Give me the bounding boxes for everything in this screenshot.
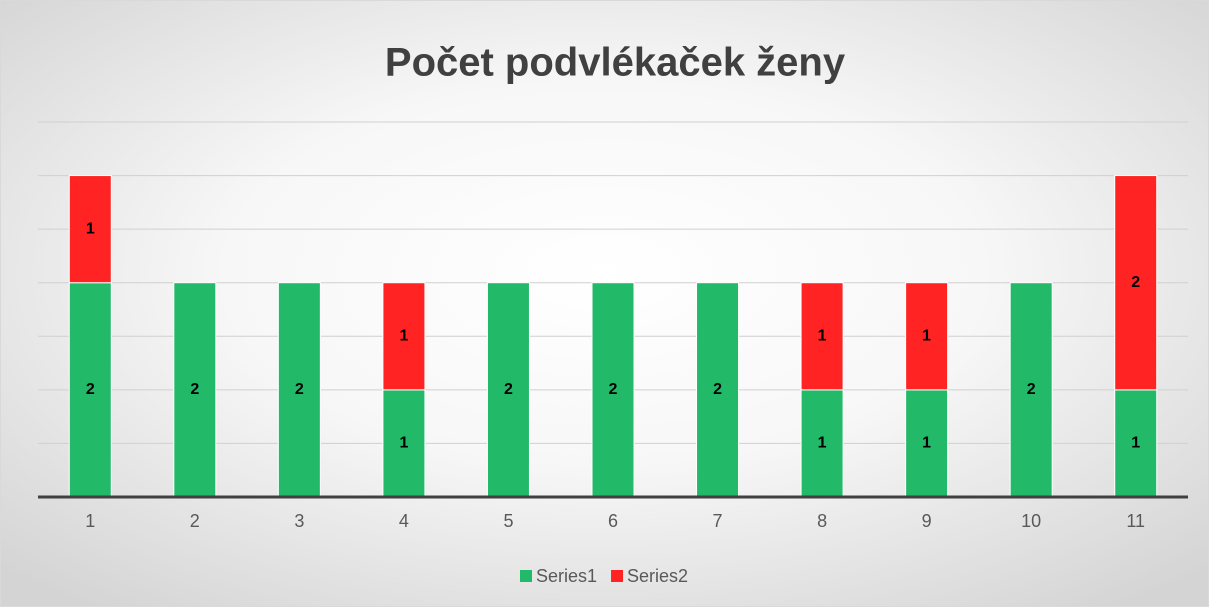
data-label: 2 xyxy=(1131,274,1140,291)
x-tick-label: 11 xyxy=(1126,511,1145,531)
bar-segment xyxy=(696,282,740,498)
data-label: 2 xyxy=(190,381,199,398)
data-label: 2 xyxy=(86,381,95,398)
data-label: 1 xyxy=(818,435,827,452)
x-tick-label: 4 xyxy=(399,511,409,531)
data-label: 2 xyxy=(713,381,722,398)
bar-segment xyxy=(277,282,321,498)
data-label: 1 xyxy=(922,435,931,452)
data-label: 1 xyxy=(86,220,95,237)
x-tick-label: 8 xyxy=(817,511,827,531)
x-tick-label: 9 xyxy=(922,511,932,531)
legend-swatch xyxy=(611,570,624,582)
legend-label: Series1 xyxy=(536,566,597,586)
x-tick-label: 7 xyxy=(713,511,723,531)
bar-segment xyxy=(800,389,844,498)
x-tick-label: 1 xyxy=(85,511,95,531)
x-tick-label: 5 xyxy=(503,511,513,531)
bar-segment xyxy=(1114,175,1158,391)
data-label: 1 xyxy=(818,328,827,345)
bar-segment xyxy=(1009,282,1053,498)
data-label: 2 xyxy=(504,381,513,398)
data-label: 2 xyxy=(1027,381,1036,398)
data-label: 1 xyxy=(399,328,408,345)
bar-segment xyxy=(486,282,530,498)
bar-segment xyxy=(173,282,217,498)
bar-segment xyxy=(68,175,112,284)
legend-label: Series2 xyxy=(627,566,688,586)
x-tick-label: 3 xyxy=(294,511,304,531)
x-tick-label: 6 xyxy=(608,511,618,531)
data-label: 2 xyxy=(295,381,304,398)
data-label: 1 xyxy=(922,328,931,345)
data-label: 1 xyxy=(399,435,408,452)
chart-title: Počet podvlékaček ženy xyxy=(385,41,846,85)
x-tick-label: 2 xyxy=(190,511,200,531)
data-label: 1 xyxy=(1131,435,1140,452)
data-label: 2 xyxy=(609,381,618,398)
bar-segment xyxy=(905,282,949,391)
x-tick-label: 10 xyxy=(1021,511,1041,531)
legend-swatch xyxy=(520,570,532,582)
bar-segment xyxy=(800,282,844,391)
bar-segment xyxy=(68,282,112,498)
bar-segment xyxy=(382,282,426,391)
